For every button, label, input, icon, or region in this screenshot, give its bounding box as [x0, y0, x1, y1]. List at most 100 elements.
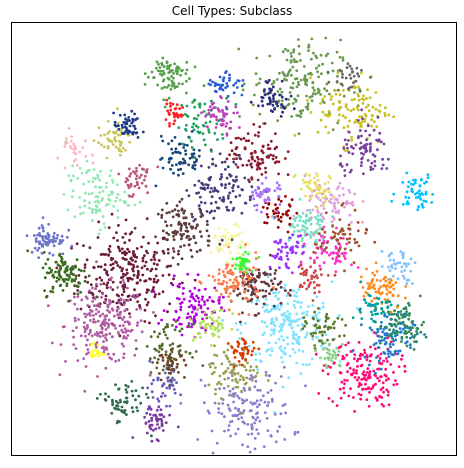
point	[328, 200, 331, 203]
point	[194, 312, 198, 316]
point	[388, 269, 392, 272]
point	[193, 163, 197, 167]
point	[304, 180, 308, 184]
point	[358, 115, 361, 118]
point	[242, 260, 246, 264]
point	[336, 121, 340, 125]
point	[195, 250, 199, 254]
point	[350, 263, 353, 267]
point	[249, 365, 253, 369]
point	[189, 295, 193, 299]
point	[127, 299, 130, 302]
point	[208, 316, 212, 319]
point	[226, 100, 230, 103]
point	[370, 353, 373, 357]
point	[270, 288, 273, 292]
point	[376, 327, 379, 331]
point	[321, 347, 325, 351]
point	[107, 254, 110, 257]
point	[120, 269, 124, 273]
point	[336, 201, 340, 205]
point	[58, 274, 62, 278]
point	[64, 360, 67, 363]
point	[365, 97, 368, 100]
point	[108, 174, 112, 178]
cluster-12	[25, 216, 74, 259]
point	[228, 76, 232, 80]
point	[150, 416, 154, 420]
point	[241, 88, 245, 92]
point	[309, 234, 312, 237]
point	[162, 364, 166, 368]
point	[164, 220, 167, 224]
point	[236, 372, 240, 375]
point	[326, 338, 329, 342]
point	[363, 146, 366, 150]
point	[300, 285, 304, 288]
point	[243, 257, 247, 261]
point	[225, 134, 229, 137]
point	[121, 278, 125, 282]
point	[198, 130, 202, 134]
point	[68, 276, 71, 279]
point	[324, 36, 328, 40]
point	[217, 227, 221, 231]
point	[59, 343, 63, 346]
point	[131, 251, 135, 255]
point	[296, 301, 300, 304]
point	[316, 214, 320, 218]
point	[256, 388, 260, 392]
point	[293, 306, 297, 309]
point	[123, 320, 127, 324]
point	[158, 332, 161, 336]
point	[126, 131, 130, 135]
point	[282, 338, 285, 342]
point	[107, 298, 111, 302]
point	[388, 350, 392, 354]
point	[319, 234, 323, 238]
point	[292, 50, 295, 54]
point	[128, 174, 132, 178]
point	[206, 322, 209, 326]
point	[387, 157, 390, 161]
point	[333, 262, 337, 265]
point	[202, 401, 206, 405]
point	[297, 132, 301, 136]
point	[337, 254, 341, 258]
point	[360, 161, 363, 164]
point	[396, 330, 400, 334]
point	[214, 164, 218, 168]
point	[259, 398, 263, 402]
point	[407, 180, 411, 184]
point	[123, 400, 126, 404]
point	[241, 297, 245, 300]
point	[207, 111, 211, 115]
point	[250, 425, 254, 429]
point	[246, 433, 250, 436]
point	[294, 98, 298, 102]
point	[411, 190, 414, 194]
point	[276, 283, 280, 286]
point	[96, 332, 100, 336]
point	[105, 203, 108, 207]
point	[217, 301, 221, 305]
point	[152, 280, 156, 284]
point	[109, 169, 113, 173]
point	[342, 126, 346, 129]
point	[239, 320, 242, 324]
point	[133, 255, 137, 259]
point	[262, 280, 266, 284]
point	[314, 328, 318, 332]
point	[263, 200, 267, 204]
point	[264, 289, 268, 293]
point	[246, 352, 250, 355]
point	[332, 236, 336, 239]
point	[104, 294, 108, 298]
point	[270, 347, 274, 350]
cluster-45	[261, 195, 299, 234]
point	[251, 402, 255, 406]
point	[407, 330, 411, 333]
point	[277, 184, 281, 187]
point	[163, 105, 167, 109]
point	[320, 241, 324, 245]
